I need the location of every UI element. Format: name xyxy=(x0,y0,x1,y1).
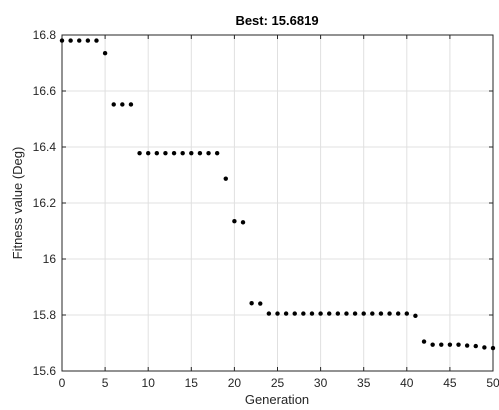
data-point xyxy=(146,150,151,156)
data-point xyxy=(335,311,341,316)
data-point xyxy=(482,345,487,350)
data-point xyxy=(189,150,194,156)
ticks: 0 5 10 15 20 25 30 35 40 45 50 15.6 15.8 16 16.2 16.4 16… xyxy=(33,28,499,390)
y-tick-label: 16.4 xyxy=(33,140,57,154)
data-point xyxy=(464,343,470,348)
x-tick-label: 40 xyxy=(400,376,414,390)
data-point xyxy=(102,51,108,56)
x-tick-label: 35 xyxy=(357,376,371,390)
x-tick-label: 5 xyxy=(102,376,109,390)
y-tick-label: 15.8 xyxy=(33,308,57,322)
x-tick-label: 20 xyxy=(228,376,242,390)
data-point xyxy=(120,102,125,107)
data-point xyxy=(421,339,427,344)
data-point xyxy=(206,150,211,156)
data-point xyxy=(258,301,263,306)
data-point xyxy=(68,38,73,43)
x-tick-label: 15 xyxy=(185,376,199,390)
data-point xyxy=(232,219,237,224)
data-point xyxy=(85,38,91,43)
y-tick-label: 16 xyxy=(43,252,57,266)
data-point xyxy=(59,38,65,43)
gridlines xyxy=(62,35,493,371)
data-point xyxy=(128,102,134,107)
data-point xyxy=(77,38,82,43)
data-point xyxy=(283,311,289,316)
data-point xyxy=(387,311,392,316)
x-tick-label: 50 xyxy=(486,376,499,390)
y-tick-label: 16.8 xyxy=(33,28,57,42)
data-point xyxy=(223,176,228,181)
data-point xyxy=(249,301,254,306)
data-point xyxy=(154,150,160,156)
data-point xyxy=(490,345,496,351)
data-point xyxy=(404,311,409,316)
data-point xyxy=(180,150,185,156)
data-point xyxy=(430,342,435,347)
data-points xyxy=(59,38,496,351)
y-tick-label: 15.6 xyxy=(33,364,57,378)
x-tick-label: 30 xyxy=(314,376,328,390)
data-point xyxy=(447,342,453,347)
data-point xyxy=(111,102,116,107)
data-point xyxy=(240,220,246,225)
data-point xyxy=(352,311,358,316)
data-point xyxy=(197,150,203,156)
data-point xyxy=(395,311,401,316)
x-tick-label: 45 xyxy=(443,376,457,390)
data-point xyxy=(361,311,366,316)
data-point xyxy=(318,311,323,316)
chart-title: Best: 15.6819 xyxy=(235,13,318,28)
x-axis-label: Generation xyxy=(245,392,309,407)
data-point xyxy=(473,343,478,349)
data-point xyxy=(94,38,99,43)
data-point xyxy=(214,150,220,156)
data-point xyxy=(163,150,168,156)
y-tick-label: 16.6 xyxy=(33,84,57,98)
data-point xyxy=(327,311,332,316)
data-point xyxy=(370,311,375,316)
data-point xyxy=(292,311,297,316)
x-tick-label: 25 xyxy=(271,376,285,390)
data-point xyxy=(378,311,384,316)
data-point xyxy=(456,342,461,347)
data-point xyxy=(413,313,418,319)
data-point xyxy=(344,311,349,316)
y-tick-label: 16.2 xyxy=(33,196,57,210)
y-axis-label: Fitness value (Deg) xyxy=(10,147,25,260)
data-point xyxy=(309,311,315,316)
data-point xyxy=(137,150,142,156)
data-point xyxy=(301,311,306,316)
x-tick-label: 0 xyxy=(59,376,66,390)
data-point xyxy=(439,342,444,347)
data-point xyxy=(266,311,272,316)
x-tick-label: 10 xyxy=(142,376,156,390)
data-point xyxy=(275,311,280,316)
data-point xyxy=(171,150,177,156)
